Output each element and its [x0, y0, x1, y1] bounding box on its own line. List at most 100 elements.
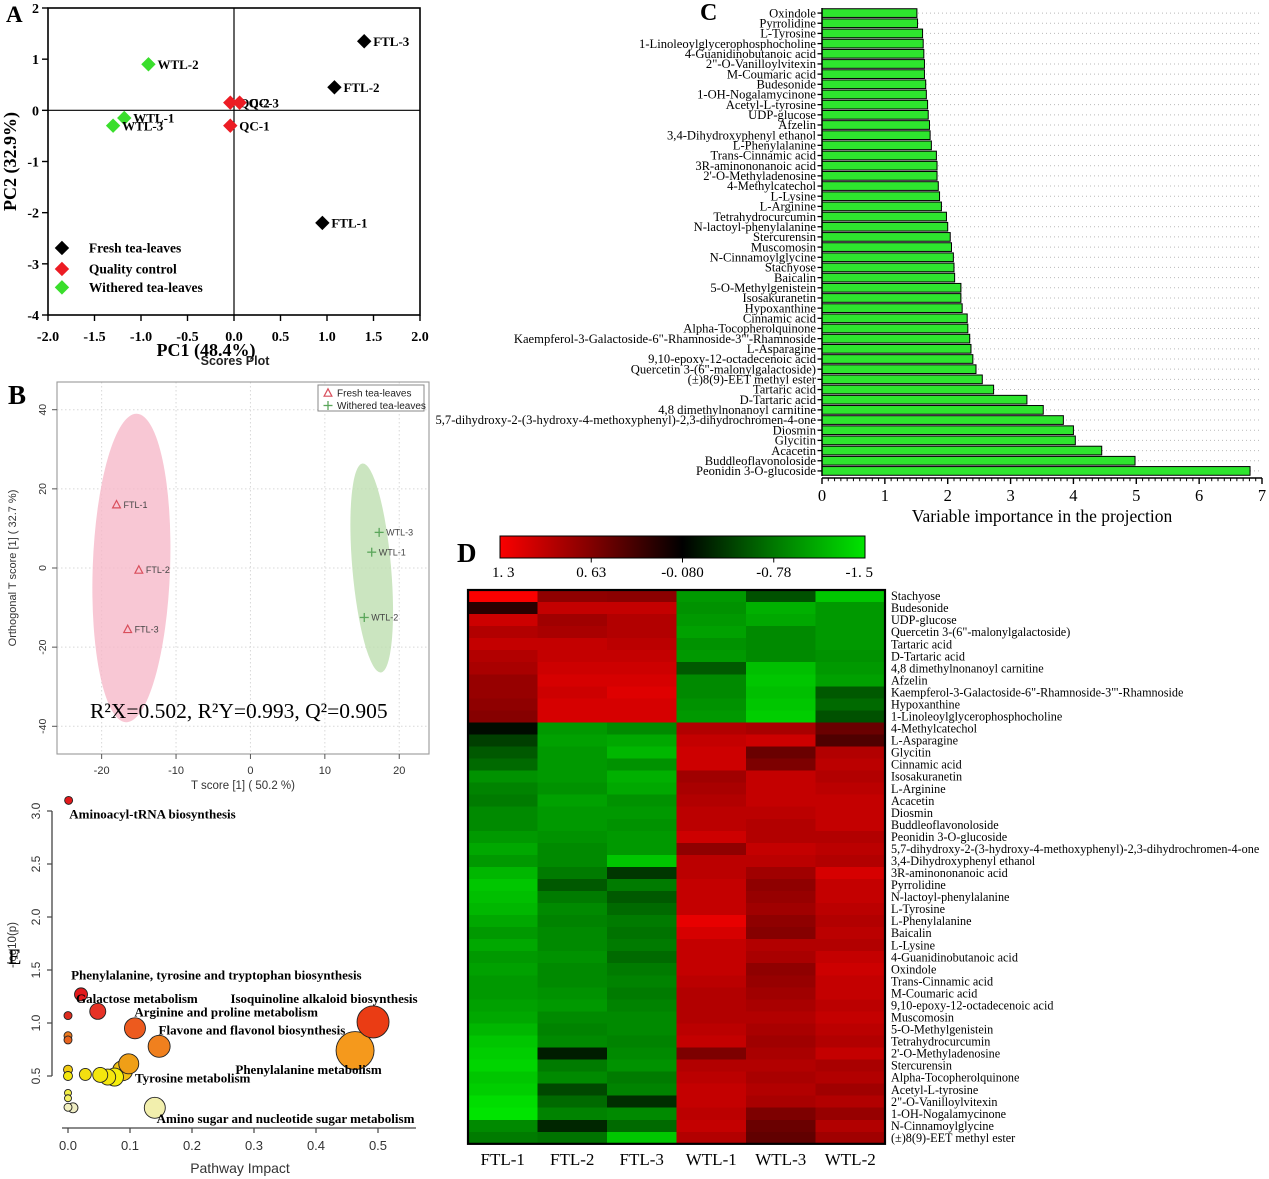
svg-text:1.0: 1.0 [29, 1014, 43, 1031]
svg-text:L-Phenylalanine: L-Phenylalanine [891, 914, 972, 928]
svg-text:-10: -10 [168, 765, 184, 777]
svg-text:QC-1: QC-1 [239, 118, 269, 133]
svg-text:0: 0 [247, 765, 253, 777]
svg-text:UDP-glucose: UDP-glucose [891, 613, 957, 627]
svg-text:3R-aminononanoic acid: 3R-aminononanoic acid [891, 866, 1008, 880]
svg-text:2: 2 [32, 2, 39, 17]
svg-text:FTL-2: FTL-2 [146, 565, 170, 575]
svg-text:UDP-glucose: UDP-glucose [748, 108, 816, 122]
svg-text:Galactose metabolism: Galactose metabolism [76, 991, 198, 1006]
svg-text:4-Methylcatechol: 4-Methylcatechol [891, 722, 978, 736]
svg-text:WTL-2: WTL-2 [157, 57, 198, 72]
svg-text:Pathway Impact: Pathway Impact [190, 1160, 290, 1176]
svg-text:Acetyl-L-tyrosine: Acetyl-L-tyrosine [891, 1083, 978, 1097]
svg-text:0: 0 [32, 104, 39, 119]
svg-text:9,10-epoxy-12-octadecenoic aci: 9,10-epoxy-12-octadecenoic acid [648, 352, 817, 366]
svg-text:Stachyose: Stachyose [891, 589, 940, 603]
svg-text:Diosmin: Diosmin [773, 423, 817, 437]
svg-text:Kaempferol-3-Galactoside-6"-Rh: Kaempferol-3-Galactoside-6"-Rhamnoside-3… [514, 332, 817, 346]
panel-label-b: B [8, 380, 27, 410]
svg-text:Kaempferol-3-Galactoside-6"-Rh: Kaempferol-3-Galactoside-6"-Rhamnoside-3… [891, 685, 1183, 699]
svg-text:Glycitin: Glycitin [891, 746, 931, 760]
svg-text:2"-O-Vanilloylvitexin: 2"-O-Vanilloylvitexin [706, 57, 817, 71]
svg-text:Oxindole: Oxindole [769, 6, 816, 20]
svg-text:N-lactoyl-phenylalanine: N-lactoyl-phenylalanine [694, 220, 817, 234]
svg-text:2: 2 [944, 486, 952, 505]
svg-text:Buddleoflavonoloside: Buddleoflavonoloside [891, 818, 999, 832]
svg-text:2'-O-Methyladenosine: 2'-O-Methyladenosine [891, 1047, 1000, 1061]
svg-text:FTL-2: FTL-2 [343, 80, 379, 95]
svg-text:-2.0: -2.0 [37, 330, 59, 345]
svg-text:Acetyl-L-tyrosine: Acetyl-L-tyrosine [726, 98, 817, 112]
svg-text:Tetrahydrocurcumin: Tetrahydrocurcumin [713, 210, 816, 224]
svg-text:4,8 dimethylnonanoyl carnitine: 4,8 dimethylnonanoyl carnitine [891, 661, 1044, 675]
svg-text:N-Cinnamoylglycine: N-Cinnamoylglycine [891, 1119, 994, 1133]
svg-text:1: 1 [32, 53, 39, 68]
svg-text:4,8 dimethylnonanoyl carnitine: 4,8 dimethylnonanoyl carnitine [658, 403, 816, 417]
svg-text:6: 6 [1195, 486, 1203, 505]
svg-text:L-Arginine: L-Arginine [891, 782, 946, 796]
svg-text:WTL-1: WTL-1 [133, 111, 174, 126]
svg-text:2.0: 2.0 [411, 330, 429, 345]
svg-text:0. 63: 0. 63 [576, 565, 606, 581]
svg-text:Pyrrolidine: Pyrrolidine [891, 878, 946, 892]
svg-text:Acacetin: Acacetin [771, 444, 816, 458]
svg-text:0: 0 [37, 565, 49, 571]
svg-text:-1. 5: -1. 5 [846, 565, 874, 581]
svg-text:FTL-2: FTL-2 [550, 1150, 594, 1169]
svg-text:Budesonide: Budesonide [757, 78, 817, 92]
svg-text:Tartaric acid: Tartaric acid [753, 383, 817, 397]
svg-text:Baicalin: Baicalin [891, 926, 932, 940]
svg-text:(±)8(9)-EET methyl ester: (±)8(9)-EET methyl ester [688, 373, 817, 387]
svg-text:FTL-3: FTL-3 [373, 34, 410, 49]
svg-text:Tetrahydrocurcumin: Tetrahydrocurcumin [891, 1035, 990, 1049]
svg-text:N-lactoyl-phenylalanine: N-lactoyl-phenylalanine [891, 890, 1009, 904]
svg-text:Tyrosine metabolism: Tyrosine metabolism [135, 1070, 251, 1085]
svg-text:0.5: 0.5 [272, 330, 290, 345]
pathway-bubble-plot: 0.5 1.0 1.5 2.0 2.5 3.0 -log10(p) 0.0 0.1 0.2 0.3 0… [7, 795, 418, 1176]
svg-text:0.1: 0.1 [121, 1138, 139, 1153]
svg-text:Trans-Cinnamic acid: Trans-Cinnamic acid [891, 974, 993, 988]
svg-text:PC2 (32.9%): PC2 (32.9%) [0, 112, 21, 211]
svg-text:-20: -20 [94, 765, 110, 777]
svg-text:T score [1] ( 50.2 %): T score [1] ( 50.2 %) [191, 780, 295, 792]
svg-text:Diosmin: Diosmin [891, 806, 933, 820]
svg-text:20: 20 [393, 765, 405, 777]
svg-text:Quality control: Quality control [89, 261, 177, 276]
svg-text:5,7-dihydroxy-2-(3-hydroxy-4-m: 5,7-dihydroxy-2-(3-hydroxy-4-methoxyphen… [891, 842, 1259, 856]
svg-text:2.0: 2.0 [29, 908, 43, 925]
svg-text:-1: -1 [27, 156, 39, 171]
vip-bar-chart: OxindolePyrrolidineL-Tyrosine1-Linoleoyl… [435, 6, 1266, 526]
svg-text:Alpha-Tocopherolquinone: Alpha-Tocopherolquinone [891, 1071, 1019, 1085]
svg-text:Buddleoflavonoloside: Buddleoflavonoloside [705, 454, 817, 468]
svg-text:D-Tartaric acid: D-Tartaric acid [891, 649, 965, 663]
svg-text:Stercurensin: Stercurensin [891, 1059, 952, 1073]
svg-text:-40: -40 [37, 719, 49, 734]
svg-text:3,4-Dihydroxyphenyl ethanol: 3,4-Dihydroxyphenyl ethanol [891, 854, 1036, 868]
svg-text:FTL-1: FTL-1 [331, 216, 367, 231]
svg-text:Orthogonal T score [1] ( 32.7: Orthogonal T score [1] ( 32.7 %) [7, 490, 19, 647]
svg-text:Fresh tea-leaves: Fresh tea-leaves [89, 240, 181, 255]
svg-text:-0.5: -0.5 [176, 330, 198, 345]
svg-text:Alpha-Tocopherolquinone: Alpha-Tocopherolquinone [683, 322, 816, 336]
svg-text:20: 20 [37, 483, 49, 495]
svg-text:-1.0: -1.0 [130, 330, 152, 345]
svg-text:5-O-Methylgenistein: 5-O-Methylgenistein [710, 281, 816, 295]
svg-text:5-O-Methylgenistein: 5-O-Methylgenistein [891, 1023, 993, 1037]
svg-text:0.0: 0.0 [59, 1138, 77, 1153]
svg-text:1.0: 1.0 [318, 330, 336, 345]
svg-text:4-Guanidinobutanoic acid: 4-Guanidinobutanoic acid [891, 950, 1018, 964]
svg-text:3,4-Dihydroxyphenyl ethanol: 3,4-Dihydroxyphenyl ethanol [667, 128, 816, 142]
svg-text:Fresh tea-leaves: Fresh tea-leaves [337, 389, 411, 400]
svg-text:L-Lysine: L-Lysine [891, 938, 935, 952]
svg-text:-log10(p): -log10(p) [7, 922, 19, 968]
panel-label-a: A [6, 2, 23, 27]
svg-text:0.2: 0.2 [183, 1138, 201, 1153]
svg-text:-4: -4 [27, 309, 39, 324]
svg-text:-2: -2 [27, 207, 39, 222]
svg-text:Withered tea-leaves: Withered tea-leaves [89, 280, 203, 295]
svg-text:Amino sugar and nucleotide sug: Amino sugar and nucleotide sugar metabol… [157, 1111, 415, 1126]
svg-text:L-Asparagine: L-Asparagine [747, 342, 817, 356]
svg-text:1-Linoleoylglycerophosphocholi: 1-Linoleoylglycerophosphocholine [891, 710, 1062, 724]
